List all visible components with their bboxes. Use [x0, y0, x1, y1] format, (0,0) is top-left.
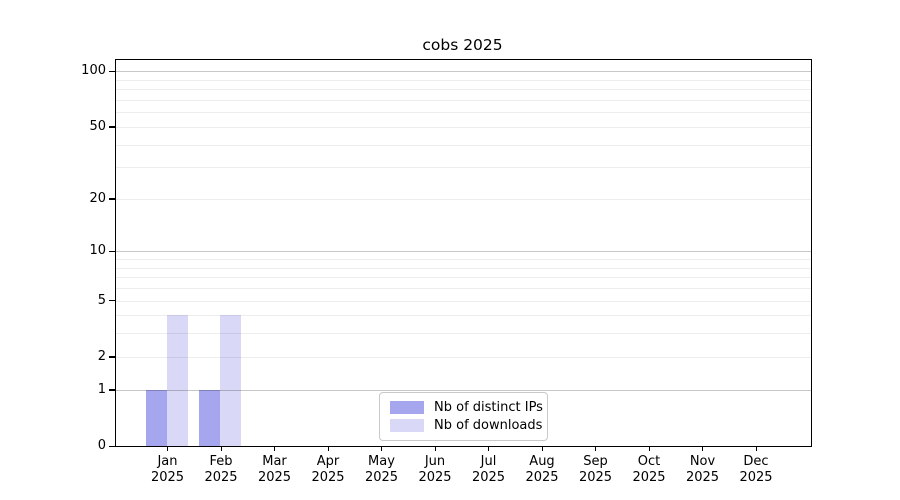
legend-row: Nb of distinct IPs [380, 400, 547, 415]
x-axis-tick [381, 446, 383, 451]
year-label: 2025 [525, 469, 559, 485]
x-axis-tick-label: Feb 2025 [189, 454, 253, 485]
year-label: 2025 [311, 469, 345, 485]
legend-label: Nb of downloads [434, 418, 543, 433]
gridline-minor [116, 259, 811, 260]
month-label: Jun [424, 454, 446, 469]
x-axis-tick-label: Aug 2025 [510, 454, 574, 485]
y-axis-tick [109, 300, 115, 302]
year-label: 2025 [685, 469, 720, 485]
y-axis-tick-label: 20 [89, 190, 106, 206]
year-label: 2025 [257, 469, 292, 485]
chart-title: cobs 2025 [422, 36, 503, 54]
gridline-minor [116, 267, 811, 269]
y-axis-tick [109, 70, 115, 73]
legend-label: Nb of distinct IPs [434, 400, 543, 415]
month-label: Oct [637, 454, 661, 469]
x-axis-tick [648, 446, 650, 451]
x-axis-tick-label: Jul 2025 [457, 454, 521, 485]
year-label: 2025 [739, 469, 773, 485]
year-label: 2025 [632, 469, 666, 485]
x-axis-tick [434, 446, 436, 451]
x-axis-tick [488, 446, 490, 451]
month-label: Jan [157, 454, 178, 469]
year-label: 2025 [364, 469, 399, 485]
x-axis-tick [541, 446, 543, 451]
legend-swatch [390, 401, 424, 414]
gridline-minor [116, 277, 811, 279]
plot-area: Nb of distinct IPs Nb of downloads 0 1 2 5 10… [81, 59, 812, 485]
gridline-minor [116, 167, 811, 169]
y-axis-tick [109, 445, 115, 447]
bar-downloads-jan [166, 315, 188, 446]
x-axis-tick-label: Sep 2025 [564, 454, 628, 485]
x-axis-tick [595, 446, 597, 451]
month-label: May [368, 454, 395, 469]
y-axis-tick [109, 198, 115, 200]
month-label: Apr [316, 454, 340, 469]
x-axis-tick-label: Nov 2025 [671, 454, 735, 485]
year-label: 2025 [204, 469, 238, 485]
x-axis-tick-label: Jan 2025 [136, 454, 200, 485]
x-axis-tick [702, 446, 704, 451]
y-axis-tick [109, 126, 115, 128]
y-axis-tick-label: 10 [89, 243, 106, 259]
x-axis-tick [220, 446, 222, 451]
x-axis-tick [755, 446, 757, 451]
gridline-minor [116, 126, 811, 128]
x-axis-tick-label: Dec 2025 [724, 454, 788, 485]
y-axis-tick [109, 389, 115, 391]
legend: Nb of distinct IPs Nb of downloads [379, 392, 548, 441]
month-label: Aug [529, 454, 555, 469]
y-axis-tick-label: 100 [81, 63, 106, 79]
gridline-minor [116, 112, 811, 114]
year-label: 2025 [150, 469, 185, 485]
x-axis-tick [274, 446, 276, 451]
legend-swatch [390, 419, 424, 432]
gridline-minor [116, 99, 811, 101]
y-axis-tick-label: 0 [97, 438, 106, 453]
y-axis-tick-label: 5 [97, 292, 106, 308]
x-axis-tick [167, 446, 169, 451]
gridline-major [116, 251, 811, 253]
year-label: 2025 [578, 469, 613, 485]
gridline-minor [116, 288, 811, 289]
month-label: Nov [689, 454, 716, 469]
y-axis-tick-label: 50 [89, 118, 106, 134]
x-axis-tick [327, 446, 329, 451]
gridline-major [116, 71, 811, 73]
month-label: Dec [743, 454, 769, 469]
legend-row: Nb of downloads [380, 418, 547, 433]
y-axis-tick [109, 250, 115, 253]
gridline-minor [116, 198, 811, 200]
month-label: Sep [583, 454, 608, 469]
x-axis-tick-label: Apr 2025 [296, 454, 360, 485]
year-label: 2025 [418, 469, 452, 485]
x-axis-tick-label: Oct 2025 [617, 454, 681, 485]
x-axis-tick-label: May 2025 [350, 454, 414, 485]
gridline-minor [116, 79, 811, 81]
month-label: Mar [262, 454, 287, 469]
bar-downloads-feb [220, 315, 241, 446]
gridline-minor [116, 144, 811, 146]
x-axis-tick-label: Mar 2025 [243, 454, 307, 485]
bar-distinct-ips-feb [199, 389, 220, 446]
gridline-minor [116, 89, 811, 91]
y-axis-tick [109, 356, 115, 358]
y-axis-tick-label: 2 [97, 348, 106, 364]
x-axis-tick-label: Jun 2025 [403, 454, 467, 485]
year-label: 2025 [471, 469, 506, 485]
gridline-minor [116, 300, 811, 302]
y-axis-tick-label: 1 [97, 381, 106, 397]
bar-distinct-ips-jan [145, 389, 167, 446]
month-label: Jul [480, 454, 497, 469]
month-label: Feb [209, 454, 233, 469]
